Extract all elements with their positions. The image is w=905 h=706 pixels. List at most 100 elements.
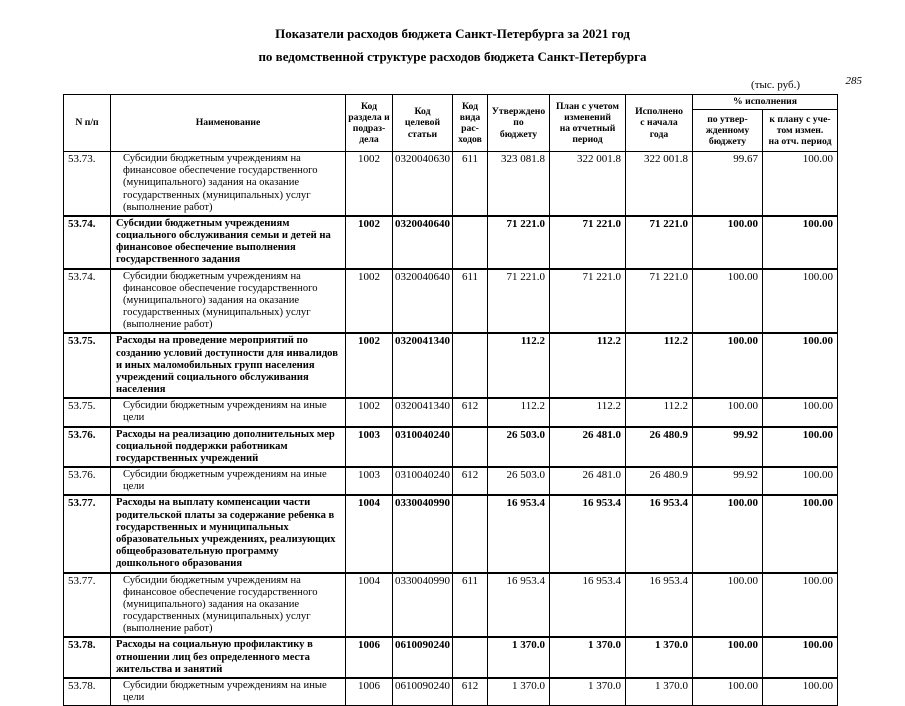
row-name-cell: Расходы на социальную профилактику в отн… xyxy=(110,636,346,679)
row-pct-budget-cell: 100.00 xyxy=(692,332,763,400)
header-expense-code: Код вида рас- ходов xyxy=(452,94,488,152)
row-executed-amount-cell: 26 480.9 xyxy=(625,425,693,469)
row-target-code-cell: 0330040990 xyxy=(392,494,453,574)
row-pct-budget-cell: 99.92 xyxy=(692,425,763,469)
row-number-cell: 53.78. xyxy=(63,636,111,679)
row-pct-budget-cell: 100.00 xyxy=(692,268,763,334)
row-expense-code-cell xyxy=(452,425,488,469)
row-executed-amount-cell: 26 480.9 xyxy=(625,466,693,496)
row-approved-amount-cell: 16 953.4 xyxy=(487,572,550,638)
row-approved-amount-cell: 1 370.0 xyxy=(487,636,550,679)
row-section-code-cell: 1002 xyxy=(345,214,393,270)
header-pct-budget: по утвер- жденному бюджету xyxy=(692,109,763,152)
row-section-code-cell: 1006 xyxy=(345,677,393,706)
row-expense-code-cell: 612 xyxy=(452,677,488,706)
header-pct-group: % исполнения xyxy=(691,94,839,110)
row-approved-amount-cell: 16 953.4 xyxy=(487,494,550,574)
row-name-cell: Субсидии бюджетным учреждениям социально… xyxy=(110,214,346,270)
row-pct-budget-cell: 100.00 xyxy=(692,636,763,679)
row-expense-code-cell: 612 xyxy=(452,397,488,428)
row-expense-code-cell xyxy=(452,494,488,574)
row-section-code-cell: 1002 xyxy=(345,397,393,428)
header-row-sub: по утвер- жденному бюджету к плану с уче… xyxy=(64,109,839,152)
row-target-code-cell: 0610090240 xyxy=(392,636,453,679)
row-name-cell: Субсидии бюджетным учреждениям на иные ц… xyxy=(110,397,346,428)
table-row: 53.78. Расходы на социальную профилактику… xyxy=(63,636,839,679)
row-plan-amount-cell: 112.2 xyxy=(549,332,626,400)
row-approved-amount-cell: 26 503.0 xyxy=(487,466,550,496)
row-expense-code-cell xyxy=(452,332,488,400)
page-number: 285 xyxy=(845,75,863,87)
row-name-cell: Субсидии бюджетным учреждениям на иные ц… xyxy=(110,677,346,706)
header-pct-plan: к плану с уче- том измен. на отч. период xyxy=(761,109,839,152)
row-name-cell: Субсидии бюджетным учреждениям на финанс… xyxy=(110,150,346,217)
row-pct-budget-cell: 100.00 xyxy=(692,572,763,638)
table-header: N п/п Наименование Код раздела и подраз-… xyxy=(63,94,839,152)
row-pct-budget-cell: 100.00 xyxy=(692,677,763,706)
row-approved-amount-cell: 71 221.0 xyxy=(487,214,550,270)
row-pct-plan-cell: 100.00 xyxy=(761,268,839,334)
row-executed-amount-cell: 112.2 xyxy=(625,397,693,428)
page-subtitle: по ведомственной структуре расходов бюдж… xyxy=(258,49,647,64)
row-expense-code-cell: 611 xyxy=(452,572,488,638)
row-expense-code-cell: 611 xyxy=(452,268,488,334)
row-expense-code-cell xyxy=(452,636,488,679)
row-section-code-cell: 1003 xyxy=(345,466,393,496)
table-row: 53.75. Субсидии бюджетным учреждениям на … xyxy=(63,397,839,428)
row-target-code-cell: 0610090240 xyxy=(392,677,453,706)
row-approved-amount-cell: 1 370.0 xyxy=(487,677,550,706)
header-plan: План с учетом изменений на отчетный пери… xyxy=(549,94,626,152)
row-section-code-cell: 1002 xyxy=(345,268,393,334)
row-plan-amount-cell: 71 221.0 xyxy=(549,214,626,270)
row-target-code-cell: 0320040640 xyxy=(392,214,453,270)
row-plan-amount-cell: 1 370.0 xyxy=(549,677,626,706)
row-executed-amount-cell: 16 953.4 xyxy=(625,572,693,638)
meta-row: (тыс. руб.) 285 xyxy=(63,75,862,92)
row-pct-plan-cell: 100.00 xyxy=(761,150,839,217)
row-approved-amount-cell: 323 081.8 xyxy=(487,150,550,217)
table-row: 53.75. Расходы на проведение мероприятий … xyxy=(63,332,839,400)
row-approved-amount-cell: 112.2 xyxy=(487,397,550,428)
row-name-cell: Субсидии бюджетным учреждениям на финанс… xyxy=(110,572,346,638)
row-plan-amount-cell: 322 001.8 xyxy=(549,150,626,217)
row-section-code-cell: 1004 xyxy=(345,572,393,638)
row-number-cell: 53.74. xyxy=(63,268,111,334)
row-section-code-cell: 1004 xyxy=(345,494,393,574)
row-plan-amount-cell: 26 481.0 xyxy=(549,466,626,496)
table-row: 53.77. Расходы на выплату компенсации час… xyxy=(63,494,839,574)
row-section-code-cell: 1002 xyxy=(345,332,393,400)
row-section-code-cell: 1006 xyxy=(345,636,393,679)
row-number-cell: 53.78. xyxy=(63,677,111,706)
row-plan-amount-cell: 112.2 xyxy=(549,397,626,428)
row-pct-plan-cell: 100.00 xyxy=(761,214,839,270)
row-target-code-cell: 0320041340 xyxy=(392,397,453,428)
row-pct-plan-cell: 100.00 xyxy=(761,466,839,496)
row-pct-plan-cell: 100.00 xyxy=(761,397,839,428)
row-pct-budget-cell: 99.67 xyxy=(692,150,763,217)
row-plan-amount-cell: 1 370.0 xyxy=(549,636,626,679)
page-title: Показатели расходов бюджета Санкт-Петерб… xyxy=(275,26,630,41)
row-plan-amount-cell: 16 953.4 xyxy=(549,572,626,638)
row-expense-code-cell: 612 xyxy=(452,466,488,496)
budget-table: N п/п Наименование Код раздела и подраз-… xyxy=(63,94,839,706)
table-row: 53.74. Субсидии бюджетным учреждениям на … xyxy=(63,268,839,334)
row-plan-amount-cell: 16 953.4 xyxy=(549,494,626,574)
row-executed-amount-cell: 71 221.0 xyxy=(625,214,693,270)
row-number-cell: 53.77. xyxy=(63,572,111,638)
row-target-code-cell: 0310040240 xyxy=(392,425,453,469)
row-pct-plan-cell: 100.00 xyxy=(761,572,839,638)
row-pct-plan-cell: 100.00 xyxy=(761,636,839,679)
row-pct-budget-cell: 100.00 xyxy=(692,397,763,428)
table-row: 53.77. Субсидии бюджетным учреждениям на … xyxy=(63,572,839,638)
table-row: 53.78. Субсидии бюджетным учреждениям на … xyxy=(63,677,839,706)
row-section-code-cell: 1002 xyxy=(345,150,393,217)
row-executed-amount-cell: 1 370.0 xyxy=(625,636,693,679)
row-plan-amount-cell: 71 221.0 xyxy=(549,268,626,334)
row-name-cell: Расходы на проведение мероприятий по соз… xyxy=(110,332,346,400)
row-pct-plan-cell: 100.00 xyxy=(761,677,839,706)
row-number-cell: 53.74. xyxy=(63,214,111,270)
row-executed-amount-cell: 71 221.0 xyxy=(625,268,693,334)
row-number-cell: 53.75. xyxy=(63,332,111,400)
row-pct-plan-cell: 100.00 xyxy=(761,494,839,574)
